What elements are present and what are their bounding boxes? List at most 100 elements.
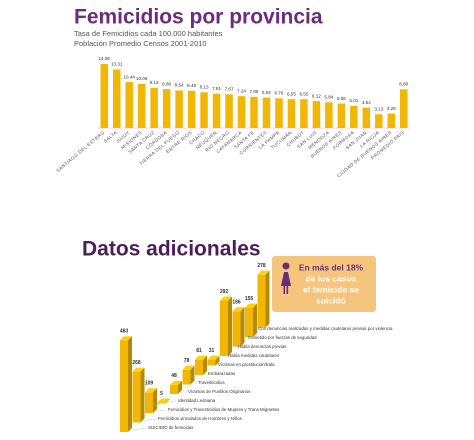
category-label: Femicidios y Travesticidios de Mujeres y…	[168, 407, 280, 412]
value-label: 7.09	[250, 89, 259, 94]
leader-line	[225, 353, 233, 357]
bar	[232, 311, 241, 347]
value-label: 8.13	[200, 84, 209, 89]
bar-top	[120, 336, 132, 341]
bar	[112, 69, 121, 128]
bar	[362, 107, 371, 128]
bar-top	[232, 307, 245, 312]
bar-side	[265, 270, 270, 328]
category-label: Víctimas de Pueblos Originarios	[188, 389, 251, 394]
value-label: 81	[196, 348, 202, 354]
bar-top	[257, 270, 270, 275]
bar-side	[203, 355, 207, 375]
value-label: 78	[184, 358, 190, 364]
value-label: 6.76	[274, 91, 283, 96]
bar-top	[195, 355, 207, 360]
value-label: 13.31	[111, 62, 123, 67]
value-label: 5.84	[324, 95, 333, 100]
bar	[387, 113, 396, 128]
bar-side	[240, 307, 245, 347]
x-tick-label: SANTIAGO DEL ESTERO	[55, 130, 105, 173]
value-label: 109	[145, 381, 154, 387]
bar	[157, 402, 166, 404]
bar-side	[253, 303, 257, 337]
bar-top	[220, 296, 232, 301]
bar-top	[170, 380, 182, 385]
bar	[207, 359, 216, 366]
bar	[195, 359, 203, 375]
bar	[200, 92, 208, 128]
bar	[287, 99, 296, 128]
callout-text: de los casos	[305, 273, 356, 283]
value-label: 7.24	[237, 88, 246, 93]
value-label: 5.56	[337, 96, 346, 101]
bar-top	[182, 365, 195, 370]
leader-line	[169, 400, 177, 402]
leader-line	[156, 409, 167, 412]
category-label: Había medidas cautelares	[228, 353, 280, 358]
bar-top	[145, 388, 157, 393]
bar-side	[140, 367, 145, 423]
subtitle: Población Promedio Censos 2001-2010	[74, 39, 207, 48]
bar	[145, 392, 153, 413]
value-label: 8.54	[175, 83, 184, 88]
bar	[100, 64, 108, 128]
bar-side	[153, 388, 157, 413]
bar	[175, 90, 183, 128]
value-label: 9.12	[150, 80, 159, 85]
value-label: 48	[171, 373, 177, 379]
category-label: Víctimas en prostitución/trata	[218, 362, 275, 367]
value-label: 155	[245, 296, 254, 302]
bar-top	[245, 303, 257, 308]
value-label: 8.86	[162, 81, 171, 86]
bar-side	[228, 296, 232, 356]
category-label: Identidad Lesbiana	[178, 398, 216, 403]
bar	[262, 97, 271, 128]
value-label: 10.44	[123, 74, 135, 79]
leader-line	[205, 372, 208, 375]
bar	[125, 82, 133, 128]
bar	[150, 87, 158, 128]
bar	[237, 96, 246, 128]
value-label: 10.06	[136, 76, 148, 81]
leader-line	[255, 325, 270, 330]
value-label: 8.80	[399, 82, 408, 87]
bar-side	[128, 336, 132, 432]
bar	[225, 94, 233, 128]
value-label: 186	[232, 299, 241, 305]
category-label: Había denuncias previas	[238, 344, 287, 349]
bar-side	[190, 365, 195, 385]
leader-line	[194, 382, 197, 384]
value-label: 4.64	[362, 100, 371, 105]
bar	[337, 103, 346, 128]
leader-line	[235, 344, 245, 348]
value-label: 6.55	[287, 91, 296, 96]
bar	[187, 90, 196, 128]
bar	[245, 307, 253, 337]
callout-box	[272, 256, 376, 312]
bar	[120, 340, 128, 432]
value-label: 3.13	[374, 106, 383, 111]
value-label: 31	[209, 348, 215, 354]
value-label: 6.92	[262, 90, 271, 95]
bar	[212, 93, 221, 128]
subtitle: Tasa de Femicidios cada 100.000 habitant…	[74, 29, 223, 38]
category-label: Travesticidios	[198, 380, 225, 385]
category-label: Embarazadas	[208, 371, 236, 376]
value-label: 7.67	[225, 87, 234, 92]
bar	[257, 274, 266, 328]
bar-side	[165, 398, 170, 404]
value-label: 5	[160, 391, 163, 397]
bar-side	[178, 380, 182, 394]
value-label: 6.12	[312, 93, 321, 98]
callout-text: el femicida se	[303, 284, 359, 294]
leader-line	[245, 334, 258, 339]
woman-icon	[281, 262, 291, 294]
value-label: 292	[220, 289, 229, 295]
callout-text: suicidó	[316, 295, 346, 305]
value-label: 278	[257, 263, 266, 269]
bar	[375, 114, 383, 128]
bar	[162, 89, 171, 128]
value-label: 7.81	[212, 86, 221, 91]
